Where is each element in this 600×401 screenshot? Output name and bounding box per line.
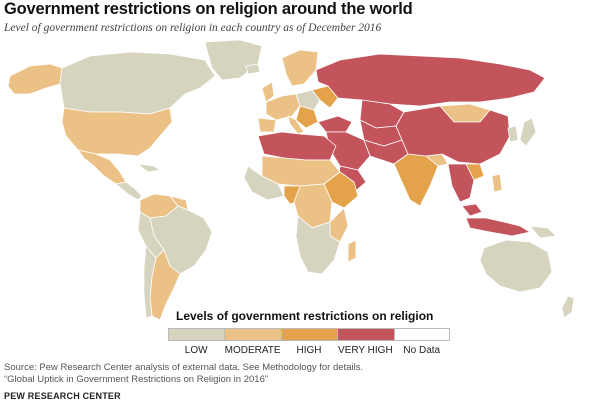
legend-labels: LOW MODERATE HIGH VERY HIGH No Data [168,345,450,356]
chart-subtitle: Level of government restrictions on reli… [4,22,382,34]
region-west-africa [243,165,285,201]
region-india [393,153,439,207]
legend-title: Levels of government restrictions on rel… [176,309,434,323]
region-vietnam-laos [465,163,485,181]
region-iberia [257,117,277,133]
region-usa [61,107,173,157]
region-east-africa [329,207,349,243]
region-papua [529,225,557,239]
region-indonesia [465,217,531,237]
source-note: Source: Pew Research Center analysis of … [4,362,363,385]
region-malaysia [461,203,483,217]
region-uk [261,81,275,103]
legend-swatch-moderate [224,328,281,341]
region-korea [507,125,519,143]
legend-color-bar [168,328,450,341]
region-central-europe [295,89,321,111]
region-southern-africa [295,215,341,275]
region-china [395,105,511,165]
region-central-america [115,181,143,201]
region-japan [519,117,537,147]
legend-label-moderate: MODERATE [224,345,281,356]
legend-swatch-low [168,328,225,341]
organization-credit: PEW RESEARCH CENTER [4,391,121,401]
region-turkey-caucasus [317,115,353,133]
region-caribbean [137,163,161,173]
region-scandinavia [281,49,319,87]
legend-swatch-high [280,328,338,341]
region-new-zealand [561,295,575,319]
region-eastern-europe [311,85,339,109]
region-north-africa [257,131,337,161]
legend-swatch-no-data [393,328,450,341]
region-russia [315,53,546,107]
legend-label-no-data: No Data [403,345,441,356]
region-italy [287,115,305,135]
chart-title: Government restrictions on religion arou… [4,0,413,18]
region-chile [143,245,157,319]
region-canada [59,51,216,115]
legend-label-low: LOW [184,345,208,356]
region-madagascar [347,239,357,263]
source-line-1: Source: Pew Research Center analysis of … [4,362,364,373]
legend-swatch-very-high [337,328,394,341]
region-balkans [295,105,319,129]
region-philippines [491,173,503,193]
source-line-2: “Global Uptick in Government Restriction… [4,373,269,385]
region-australia [479,239,553,293]
region-alaska [7,63,63,95]
region-iceland [245,63,261,75]
region-mexico [77,149,127,185]
legend-label-very-high: VERY HIGH [338,345,393,356]
legend-label-high: HIGH [296,345,322,356]
world-map [7,39,575,321]
region-western-europe [265,93,301,121]
